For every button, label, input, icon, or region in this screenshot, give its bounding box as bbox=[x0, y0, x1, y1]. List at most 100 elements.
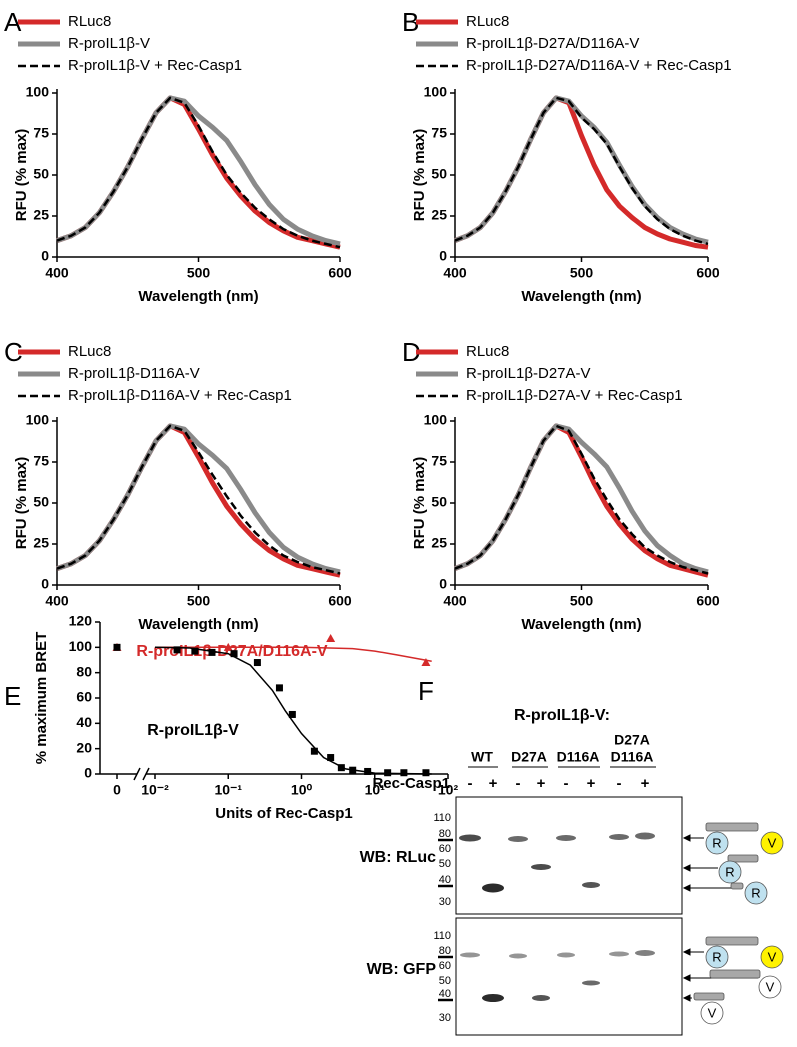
x-axis-label: Wavelength (nm) bbox=[521, 288, 641, 305]
icon-label: V bbox=[708, 1005, 717, 1020]
y-tick-label: 75 bbox=[431, 125, 447, 141]
blot-title: R-proIL1β-V: bbox=[514, 707, 610, 724]
mw-marker: 50 bbox=[439, 858, 451, 870]
y-tick-label: 80 bbox=[76, 663, 92, 679]
point bbox=[422, 769, 430, 777]
y-axis-label: RFU (% max) bbox=[411, 457, 428, 550]
point bbox=[191, 647, 199, 655]
series-line bbox=[56, 423, 341, 575]
y-tick-label: 100 bbox=[69, 638, 93, 654]
y-tick-label: 100 bbox=[424, 84, 448, 100]
series-line bbox=[56, 423, 341, 578]
band bbox=[508, 836, 528, 842]
series-line bbox=[56, 95, 341, 247]
band bbox=[482, 883, 504, 893]
treatment-label: Rec-Casp1 bbox=[372, 775, 450, 792]
band bbox=[635, 950, 655, 956]
lane-sign: - bbox=[516, 775, 521, 792]
y-tick-label: 0 bbox=[41, 248, 49, 264]
lane-group: D116A bbox=[557, 749, 600, 765]
x-tick-label: 10⁻² bbox=[141, 782, 169, 798]
band bbox=[609, 834, 629, 840]
wb-label: WB: GFP bbox=[367, 961, 437, 978]
y-axis-label: RFU (% max) bbox=[13, 129, 30, 222]
x-tick-label: 10⁻¹ bbox=[214, 782, 242, 798]
point bbox=[253, 659, 261, 667]
y-tick-label: 50 bbox=[431, 166, 447, 182]
x-axis-label: Wavelength (nm) bbox=[521, 616, 641, 633]
x-axis-label: Wavelength (nm) bbox=[138, 288, 258, 305]
mw-marker: 110 bbox=[433, 930, 451, 942]
legend-label: RLuc8 bbox=[68, 343, 111, 360]
point bbox=[327, 754, 335, 762]
axis-break bbox=[142, 767, 150, 781]
legend-label: R-proIL1β-D116A-V bbox=[68, 365, 200, 382]
legend-label: RLuc8 bbox=[68, 13, 111, 30]
band bbox=[531, 864, 551, 870]
legend-label: R-proIL1β-D27A-V + Rec-Casp1 bbox=[466, 387, 683, 404]
series-line bbox=[454, 96, 709, 246]
icon-label: V bbox=[768, 835, 777, 850]
legend-label: RLuc8 bbox=[466, 13, 509, 30]
x-tick-label: 500 bbox=[570, 593, 594, 609]
panel-letter: F bbox=[418, 676, 434, 706]
y-tick-label: 100 bbox=[424, 412, 448, 428]
y-tick-label: 25 bbox=[33, 207, 49, 223]
lane-sign: + bbox=[489, 775, 498, 792]
point bbox=[223, 642, 233, 651]
series-line bbox=[454, 95, 709, 245]
y-tick-label: 25 bbox=[431, 207, 447, 223]
x-tick-label: 400 bbox=[443, 265, 467, 281]
lane-sign: + bbox=[587, 775, 596, 792]
mw-marker: 60 bbox=[439, 960, 451, 972]
band bbox=[557, 952, 575, 958]
point bbox=[173, 646, 181, 654]
x-tick-label: 600 bbox=[696, 593, 720, 609]
mw-marker: 40 bbox=[439, 874, 451, 886]
y-tick-label: 0 bbox=[439, 576, 447, 592]
y-tick-label: 0 bbox=[439, 248, 447, 264]
x-tick-label: 400 bbox=[45, 593, 69, 609]
y-tick-label: 20 bbox=[76, 739, 92, 755]
y-tick-label: 120 bbox=[69, 613, 93, 629]
lane-sign: - bbox=[468, 775, 473, 792]
series-line bbox=[56, 95, 341, 250]
y-tick-label: 100 bbox=[26, 412, 50, 428]
axis-break bbox=[133, 767, 141, 781]
x-axis-label: Wavelength (nm) bbox=[138, 616, 258, 633]
point bbox=[208, 648, 216, 656]
x-tick-label: 500 bbox=[187, 593, 211, 609]
x-tick-label: 10¹ bbox=[365, 782, 386, 798]
legend-label: R-proIL1β-D116A-V + Rec-Casp1 bbox=[68, 387, 292, 404]
point bbox=[288, 710, 296, 718]
band bbox=[459, 834, 481, 842]
icon-label: R bbox=[725, 864, 734, 879]
point bbox=[230, 650, 238, 658]
legend-label: R-proIL1β-D27A/D116A-V + Rec-Casp1 bbox=[466, 57, 732, 74]
mw-marker: 30 bbox=[439, 896, 451, 908]
x-axis-label: Units of Rec-Casp1 bbox=[215, 805, 353, 822]
lane-sign: + bbox=[641, 775, 650, 792]
lane-group: D116A bbox=[611, 749, 654, 765]
lane-group: D27A bbox=[614, 732, 650, 748]
panel-letter: A bbox=[4, 7, 22, 37]
y-tick-label: 40 bbox=[76, 714, 92, 730]
point bbox=[400, 769, 408, 777]
x-tick-label: 400 bbox=[443, 593, 467, 609]
mw-marker: 80 bbox=[439, 828, 451, 840]
x-tick-label: 600 bbox=[328, 265, 352, 281]
icon-label: V bbox=[768, 949, 777, 964]
y-tick-label: 50 bbox=[33, 494, 49, 510]
icon-label: R bbox=[712, 835, 721, 850]
icon-label: V bbox=[766, 979, 775, 994]
point bbox=[326, 633, 336, 642]
y-axis-label: RFU (% max) bbox=[13, 457, 30, 550]
point bbox=[364, 767, 372, 775]
point bbox=[113, 643, 121, 651]
y-tick-label: 60 bbox=[76, 689, 92, 705]
y-tick-label: 25 bbox=[33, 535, 49, 551]
series-label: R-proIL1β-V bbox=[147, 722, 239, 739]
y-tick-label: 75 bbox=[431, 453, 447, 469]
x-tick-label: 0 bbox=[113, 782, 121, 798]
band bbox=[532, 995, 550, 1001]
